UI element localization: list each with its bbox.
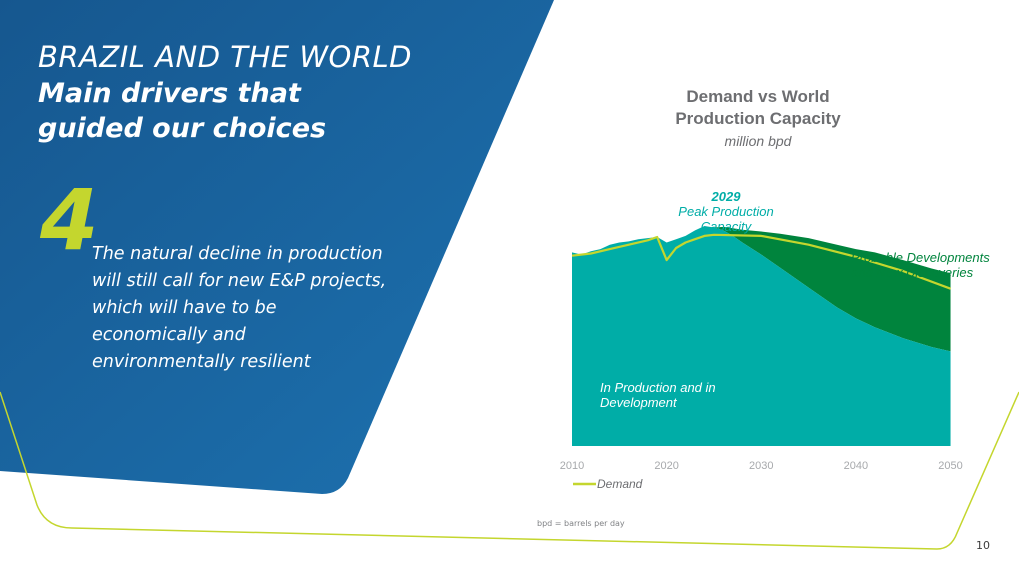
page-number: 10: [976, 539, 990, 552]
series-area-in-production: [572, 226, 951, 446]
slide-title-line3: guided our choices: [38, 113, 327, 144]
annotation-probable-line-2: and New Discoveries: [851, 265, 974, 280]
chart-title: Demand vs World Production Capacity: [675, 87, 841, 128]
driver-number: 4: [40, 171, 99, 269]
chart-subtitle: million bpd: [724, 133, 792, 149]
blue-panel: [0, 0, 554, 494]
annotation-probable-line-1: Probable Developments: [851, 250, 990, 265]
slide-title-line2: Main drivers that: [38, 78, 301, 109]
x-tick-label: 2050: [938, 460, 962, 472]
annotation-peak-line-1: 2029: [711, 189, 742, 204]
legend-label-demand: Demand: [597, 477, 643, 491]
annotation-peak-line-2: Peak Production: [678, 204, 773, 219]
annotation-in-production-line-2: Development: [600, 395, 678, 410]
slide-title-line1: BRAZIL AND THE WORLD: [38, 40, 412, 74]
footnote: bpd = barrels per day: [537, 519, 625, 528]
x-tick-label: 2040: [844, 460, 868, 472]
x-tick-label: 2020: [654, 460, 678, 472]
series-area-probable-developments: [713, 226, 951, 352]
driver-text: The natural decline in production will s…: [92, 244, 387, 372]
x-tick-label: 2010: [560, 460, 584, 472]
accent-curve: [0, 391, 1019, 550]
annotation-peak-line-3: Capacity: [701, 219, 753, 234]
demand-line: [571, 233, 951, 290]
annotation-in-production-line-1: In Production and in: [600, 380, 716, 395]
x-tick-label: 2030: [749, 460, 773, 472]
